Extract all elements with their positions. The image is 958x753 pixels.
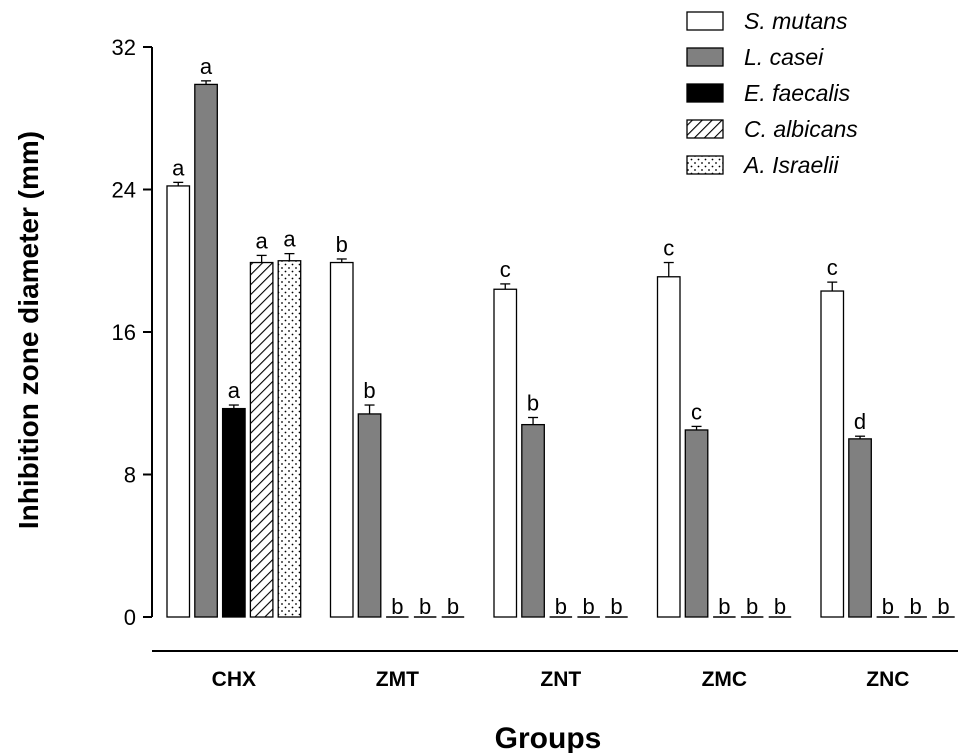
legend-swatch [686, 83, 724, 103]
significance-label: c [691, 399, 702, 424]
x-tick-label: ZNC [866, 668, 909, 691]
bar [166, 185, 191, 618]
significance-label: b [610, 594, 622, 619]
significance-label: b [363, 378, 375, 403]
legend-swatch [686, 155, 724, 175]
bar [329, 261, 354, 618]
bar [848, 438, 872, 618]
bar [221, 407, 246, 618]
significance-label: b [447, 594, 459, 619]
y-axis-label: Inhibition zone diameter (mm) [13, 131, 44, 529]
x-tick-label: ZNT [540, 668, 581, 691]
significance-label: b [910, 594, 922, 619]
significance-label: c [500, 257, 511, 282]
significance-label: b [527, 391, 539, 416]
significance-label: a [256, 228, 269, 253]
legend-label: C. albicans [744, 116, 858, 142]
significance-label: b [583, 594, 595, 619]
significance-label: b [746, 594, 758, 619]
significance-label: b [937, 594, 949, 619]
y-tick-label: 24 [112, 178, 136, 203]
y-tick-label: 8 [124, 463, 136, 488]
bar [820, 290, 845, 618]
significance-label: b [391, 594, 403, 619]
bar [493, 288, 518, 618]
significance-label: a [200, 54, 213, 79]
significance-label: b [336, 232, 348, 257]
significance-label: b [774, 594, 786, 619]
bar [357, 413, 382, 618]
bar [521, 423, 545, 618]
legend-label: E. faecalis [744, 80, 851, 106]
x-tick-label: CHX [212, 668, 256, 691]
y-tick-label: 0 [124, 605, 136, 630]
bar [656, 276, 681, 618]
significance-label: b [555, 594, 567, 619]
bar [249, 261, 274, 618]
legend-label: S. mutans [744, 8, 848, 34]
legend-label: A. Israelii [742, 152, 839, 178]
significance-label: b [419, 594, 431, 619]
bar [194, 83, 218, 618]
legend-swatch [686, 47, 724, 67]
significance-label: d [854, 409, 866, 434]
significance-label: c [827, 255, 838, 280]
significance-label: a [228, 378, 241, 403]
x-axis-label: Groups [495, 722, 602, 753]
legend-label: L. casei [744, 44, 824, 70]
x-tick-label: ZMT [376, 668, 419, 691]
significance-label: a [283, 227, 296, 252]
significance-label: b [882, 594, 894, 619]
y-tick-label: 16 [112, 320, 136, 345]
x-tick-label: ZMC [702, 668, 748, 691]
significance-label: b [718, 594, 730, 619]
bar [684, 429, 709, 618]
bar [277, 260, 302, 618]
legend-swatch [686, 11, 724, 31]
y-tick-label: 32 [112, 35, 136, 60]
legend-swatch [686, 119, 724, 139]
significance-label: a [172, 155, 185, 180]
significance-label: c [663, 236, 674, 261]
